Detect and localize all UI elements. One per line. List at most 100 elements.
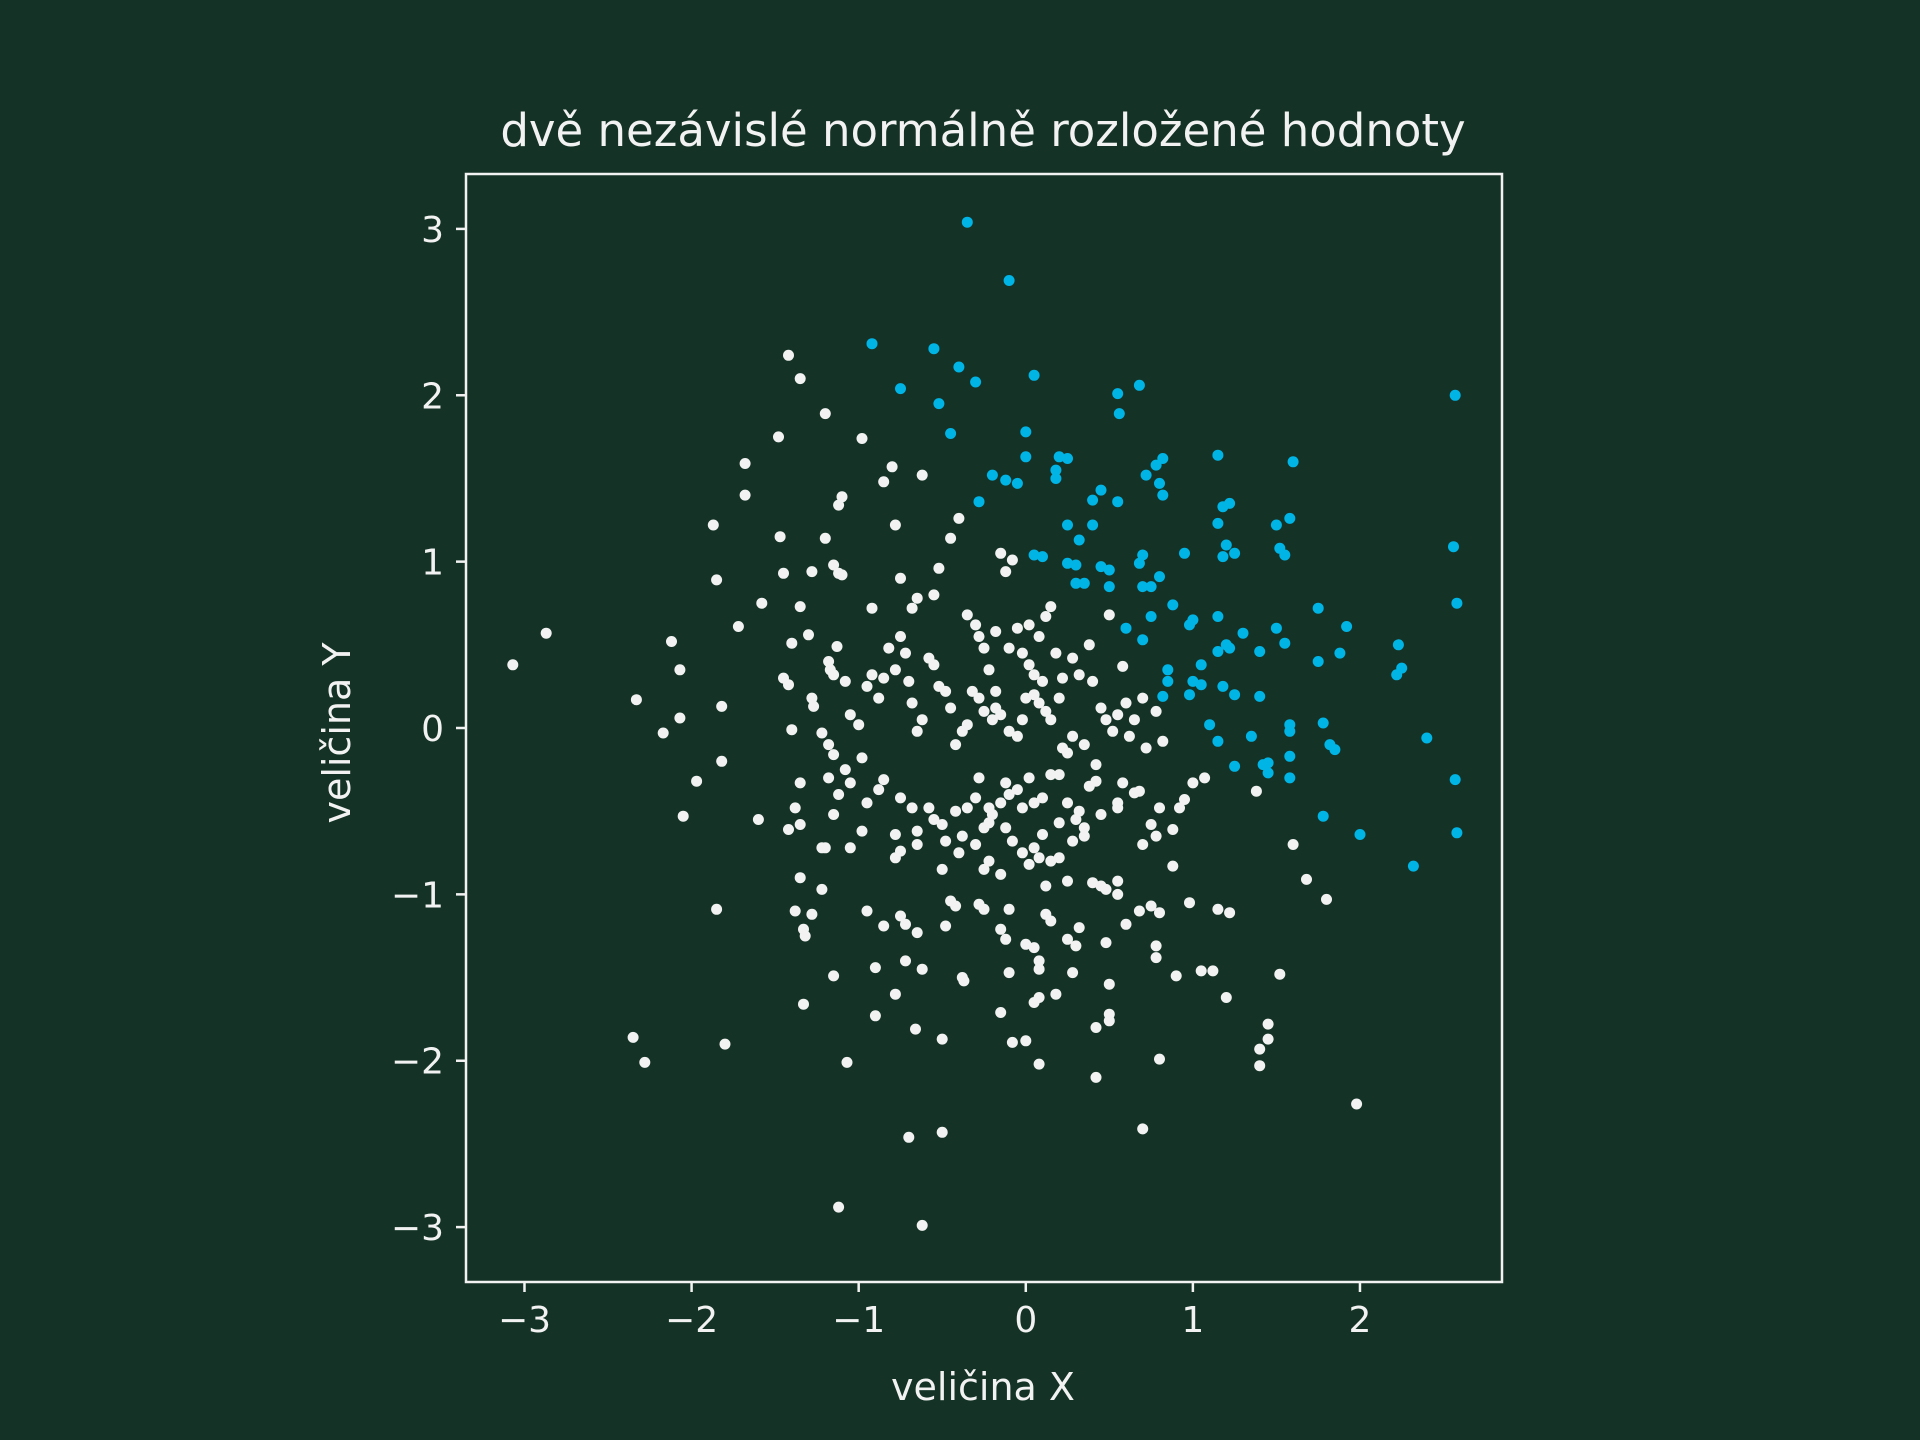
scatter-point: [958, 975, 970, 987]
scatter-point: [1078, 739, 1090, 751]
scatter-point: [889, 988, 901, 1000]
scatter-point: [828, 669, 840, 681]
scatter-point: [1006, 1036, 1018, 1048]
scatter-point: [778, 567, 789, 579]
y-tick-label: 0: [421, 709, 444, 750]
scatter-point: [1195, 965, 1207, 977]
scatter-point: [945, 428, 957, 439]
scatter-point: [1023, 772, 1035, 784]
scatter-point: [906, 802, 918, 814]
scatter-point: [657, 727, 669, 739]
scatter-point: [1033, 963, 1045, 975]
chart-title: dvě nezávislé normálně rozložené hodnoty: [500, 104, 1465, 157]
scatter-point: [1287, 839, 1299, 850]
scatter-point: [1150, 459, 1162, 471]
scatter-point: [806, 692, 818, 704]
scatter-point: [1334, 647, 1346, 659]
scatter-point: [869, 1010, 881, 1022]
scatter-point: [1279, 637, 1291, 649]
scatter-point: [1157, 690, 1169, 702]
scatter-point: [1020, 426, 1032, 438]
scatter-point: [1150, 940, 1162, 952]
scatter-point: [627, 1031, 639, 1043]
scatter-point: [903, 1131, 915, 1143]
scatter-point: [1011, 477, 1023, 489]
x-axis: −3 −2 −1 0 1 2: [498, 1282, 1371, 1341]
x-tick-label: 1: [1181, 1300, 1204, 1341]
scatter-point: [995, 923, 1007, 935]
scatter-point: [1028, 549, 1040, 561]
scatter-point: [1020, 938, 1032, 950]
scatter-point: [906, 602, 918, 614]
scatter-point: [1184, 897, 1195, 909]
scatter-point: [1073, 922, 1085, 934]
scatter-point: [1284, 512, 1296, 524]
scatter-point: [1067, 967, 1079, 979]
scatter-point: [841, 1056, 853, 1068]
scatter-point: [945, 532, 957, 544]
scatter-point: [1329, 744, 1341, 756]
scatter-point: [911, 927, 923, 939]
scatter-point: [1133, 905, 1145, 917]
scatter-point: [940, 920, 952, 932]
scatter-point: [983, 664, 995, 676]
scatter-point: [1317, 810, 1329, 822]
x-tick-label: −2: [665, 1300, 718, 1341]
scatter-point: [819, 532, 831, 544]
scatter-point: [1162, 664, 1174, 676]
scatter-point: [911, 825, 923, 837]
scatter-point: [789, 802, 801, 814]
scatter-point: [1103, 564, 1115, 576]
scatter-point: [803, 629, 814, 641]
scatter-point: [1187, 675, 1199, 687]
scatter-point: [878, 476, 890, 488]
scatter-point: [828, 749, 840, 761]
scatter-point: [1451, 597, 1463, 609]
scatter-point: [1053, 817, 1065, 829]
scatter-point: [1112, 496, 1124, 508]
scatter-point: [866, 669, 878, 681]
scatter-point: [1407, 860, 1419, 872]
scatter-point: [1137, 549, 1149, 561]
scatter-point: [540, 627, 552, 639]
scatter-point: [970, 619, 982, 631]
scatter-point: [1162, 675, 1174, 687]
scatter-point: [844, 777, 856, 789]
scatter-point: [886, 461, 898, 473]
scatter-point: [1037, 675, 1048, 687]
scatter-point: [789, 905, 801, 917]
scatter-point: [823, 739, 835, 751]
scatter-point: [1103, 581, 1115, 593]
scatter-point: [1112, 802, 1124, 814]
scatter-point: [1179, 794, 1190, 805]
scatter-point: [869, 962, 881, 974]
scatter-point: [1062, 453, 1073, 464]
scatter-point: [978, 642, 990, 654]
scatter-point: [1023, 659, 1035, 671]
scatter-point: [1067, 730, 1079, 742]
scatter-point: [677, 810, 689, 822]
scatter-point: [1354, 829, 1366, 840]
scatter-point: [1187, 614, 1199, 626]
scatter-point: [1000, 822, 1012, 834]
scatter-point: [1053, 451, 1065, 463]
scatter-point: [978, 903, 990, 915]
scatter-point: [1270, 622, 1282, 634]
scatter-point: [1037, 792, 1048, 804]
scatter-point: [1179, 547, 1190, 559]
scatter-point: [1351, 1098, 1363, 1110]
scatter-point: [774, 531, 786, 543]
scatter-point: [1062, 557, 1073, 569]
scatter-point: [866, 338, 878, 350]
scatter-point: [970, 376, 982, 388]
scatter-point: [806, 566, 818, 578]
scatter-point: [883, 642, 895, 654]
scatter-point: [1451, 827, 1463, 839]
x-tick-label: 0: [1014, 1300, 1037, 1341]
scatter-point: [1150, 705, 1162, 717]
scatter-point: [916, 714, 928, 726]
scatter-point: [1301, 873, 1312, 885]
scatter-point: [900, 647, 911, 659]
scatter-point: [1003, 275, 1015, 286]
scatter-point: [889, 664, 901, 676]
